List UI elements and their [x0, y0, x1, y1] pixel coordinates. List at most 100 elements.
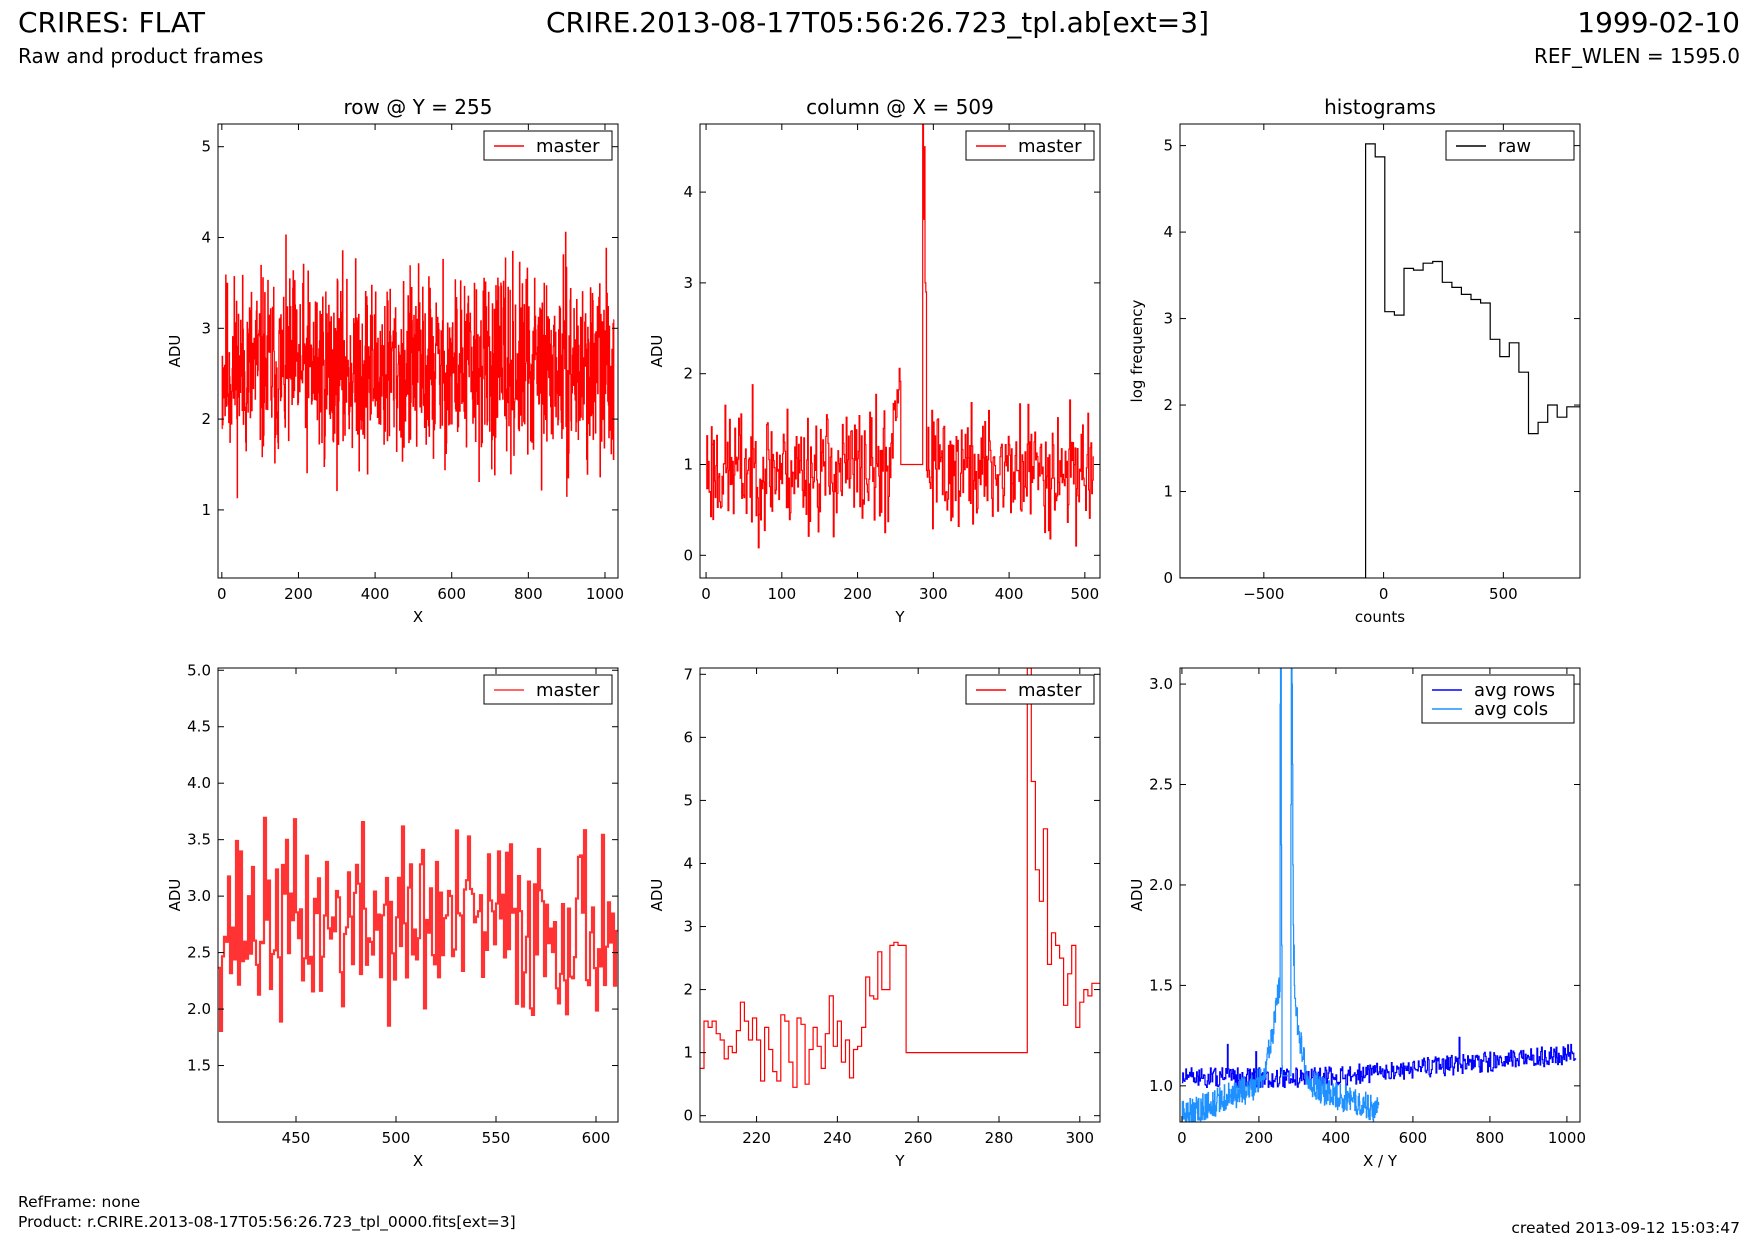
x-tick-label: 200 — [843, 585, 872, 603]
x-axis-label: X — [413, 608, 423, 626]
y-tick-label: 2.5 — [1149, 776, 1173, 794]
legend-label: master — [536, 136, 600, 157]
x-tick-label: 450 — [282, 1129, 311, 1147]
legend: master — [483, 674, 613, 705]
y-tick-label: 6 — [683, 728, 693, 746]
x-axis-label: counts — [1355, 608, 1405, 626]
legend-box — [965, 130, 1095, 161]
y-tick-label: 2 — [683, 981, 693, 999]
series-group — [1180, 143, 1580, 578]
series-line-master — [700, 668, 1100, 1088]
y-tick-label: 7 — [683, 665, 693, 683]
chart-panel-avg: 0 200 400 600 800 1000 1.0 1.5 2.0 2.5 3.0 X / Y ADU… — [1128, 667, 1586, 1170]
plot-frame — [217, 123, 619, 579]
y-tick-label: 1 — [683, 456, 693, 474]
y-tick-label: 3.0 — [1149, 675, 1173, 693]
series-group — [221, 231, 615, 499]
x-tick-label: 200 — [1245, 1129, 1274, 1147]
legend-label: avg rows — [1474, 680, 1555, 701]
series-line-master — [218, 816, 618, 1032]
chart-title: histograms — [1324, 95, 1436, 119]
x-tick-label: 220 — [742, 1129, 771, 1147]
x-axis-label: X / Y — [1363, 1152, 1398, 1170]
plot-frame — [217, 667, 619, 1123]
y-tick-label: 1 — [201, 501, 211, 519]
x-tick-label: 600 — [437, 585, 466, 603]
y-tick-label: 5 — [683, 791, 693, 809]
y-tick-label: 2 — [201, 410, 211, 428]
y-axis-label: ADU — [166, 879, 184, 912]
legend-label: master — [1018, 680, 1082, 701]
plot-frame — [1179, 123, 1581, 579]
y-tick-label: 2.0 — [1149, 876, 1173, 894]
plot-frame — [1179, 667, 1581, 1123]
series-group — [1181, 668, 1577, 1122]
series-line-master — [221, 231, 615, 499]
y-tick-label: 5.0 — [187, 661, 211, 679]
x-tick-label: 400 — [995, 585, 1024, 603]
y-tick-label: 3 — [683, 274, 693, 292]
date-label: 1999-02-10 — [1577, 6, 1740, 39]
legend-label: raw — [1498, 136, 1531, 157]
x-tick-label: 500 — [1071, 585, 1100, 603]
y-tick-label: 1 — [1163, 483, 1173, 501]
x-tick-label: 800 — [1476, 1129, 1505, 1147]
series-group — [218, 816, 618, 1032]
x-tick-label: 1000 — [586, 585, 624, 603]
y-axis-label: ADU — [1128, 879, 1146, 912]
y-tick-label: 2.0 — [187, 1000, 211, 1018]
y-tick-label: 2 — [683, 365, 693, 383]
y-tick-label: 0 — [683, 546, 693, 564]
y-axis-label: ADU — [166, 335, 184, 368]
file-name-title: CRIRE.2013-08-17T05:56:26.723_tpl.ab[ext… — [545, 6, 1209, 39]
ref-wlen-label: REF_WLEN = 1595.0 — [1533, 44, 1740, 68]
x-tick-label: 300 — [919, 585, 948, 603]
report-title: CRIRES: FLAT — [18, 6, 205, 39]
y-tick-label: 1 — [683, 1044, 693, 1062]
x-tick-label: 1000 — [1548, 1129, 1586, 1147]
x-tick-label: 0 — [217, 585, 227, 603]
legend-label: master — [536, 680, 600, 701]
product-label: Product: r.CRIRE.2013-08-17T05:56:26.723… — [18, 1213, 516, 1231]
x-tick-label: 0 — [1177, 1129, 1187, 1147]
legend: raw — [1445, 130, 1575, 161]
series-group — [706, 124, 1094, 549]
legend: master — [965, 130, 1095, 161]
created-label: created 2013-09-12 15:03:47 — [1511, 1219, 1740, 1237]
chart-panel-column-zoom: 220 240 260 280 300 0 1 2 3 4 5 6 7 Y ADU master — [648, 665, 1101, 1170]
y-tick-label: 4.5 — [187, 718, 211, 736]
chart-panel-row: 0 200 400 600 800 1000 1 2 3 4 5 row @ Y = 255 X ADU m… — [166, 95, 624, 626]
legend-label: master — [1018, 136, 1082, 157]
plot-frame — [699, 667, 1101, 1123]
legend-box — [1421, 674, 1575, 724]
x-tick-label: 550 — [482, 1129, 511, 1147]
x-tick-label: −500 — [1243, 585, 1284, 603]
y-tick-label: 2 — [1163, 396, 1173, 414]
y-tick-label: 4.0 — [187, 774, 211, 792]
series-line-avg-rows — [1181, 1036, 1577, 1089]
y-tick-label: 2.5 — [187, 944, 211, 962]
x-tick-label: 500 — [1489, 585, 1518, 603]
y-tick-label: 3 — [683, 918, 693, 936]
series-line-raw — [1180, 143, 1580, 578]
x-tick-label: 0 — [1379, 585, 1389, 603]
x-axis-label: Y — [894, 1152, 905, 1170]
x-tick-label: 100 — [767, 585, 796, 603]
x-tick-label: 280 — [985, 1129, 1014, 1147]
x-tick-label: 600 — [1399, 1129, 1428, 1147]
series-group — [700, 668, 1100, 1088]
x-tick-label: 600 — [582, 1129, 611, 1147]
series-line-master — [706, 124, 1094, 549]
x-tick-label: 800 — [514, 585, 543, 603]
x-axis-label: Y — [894, 608, 905, 626]
y-tick-label: 3.5 — [187, 831, 211, 849]
y-tick-label: 3 — [201, 319, 211, 337]
x-tick-label: 400 — [361, 585, 390, 603]
series-line-avg-cols — [1181, 668, 1380, 1122]
y-tick-label: 4 — [201, 229, 211, 247]
legend-label: avg cols — [1474, 699, 1548, 720]
y-tick-label: 4 — [1163, 223, 1173, 241]
chart-title: row @ Y = 255 — [344, 95, 493, 119]
y-axis-label: log frequency — [1128, 299, 1146, 402]
